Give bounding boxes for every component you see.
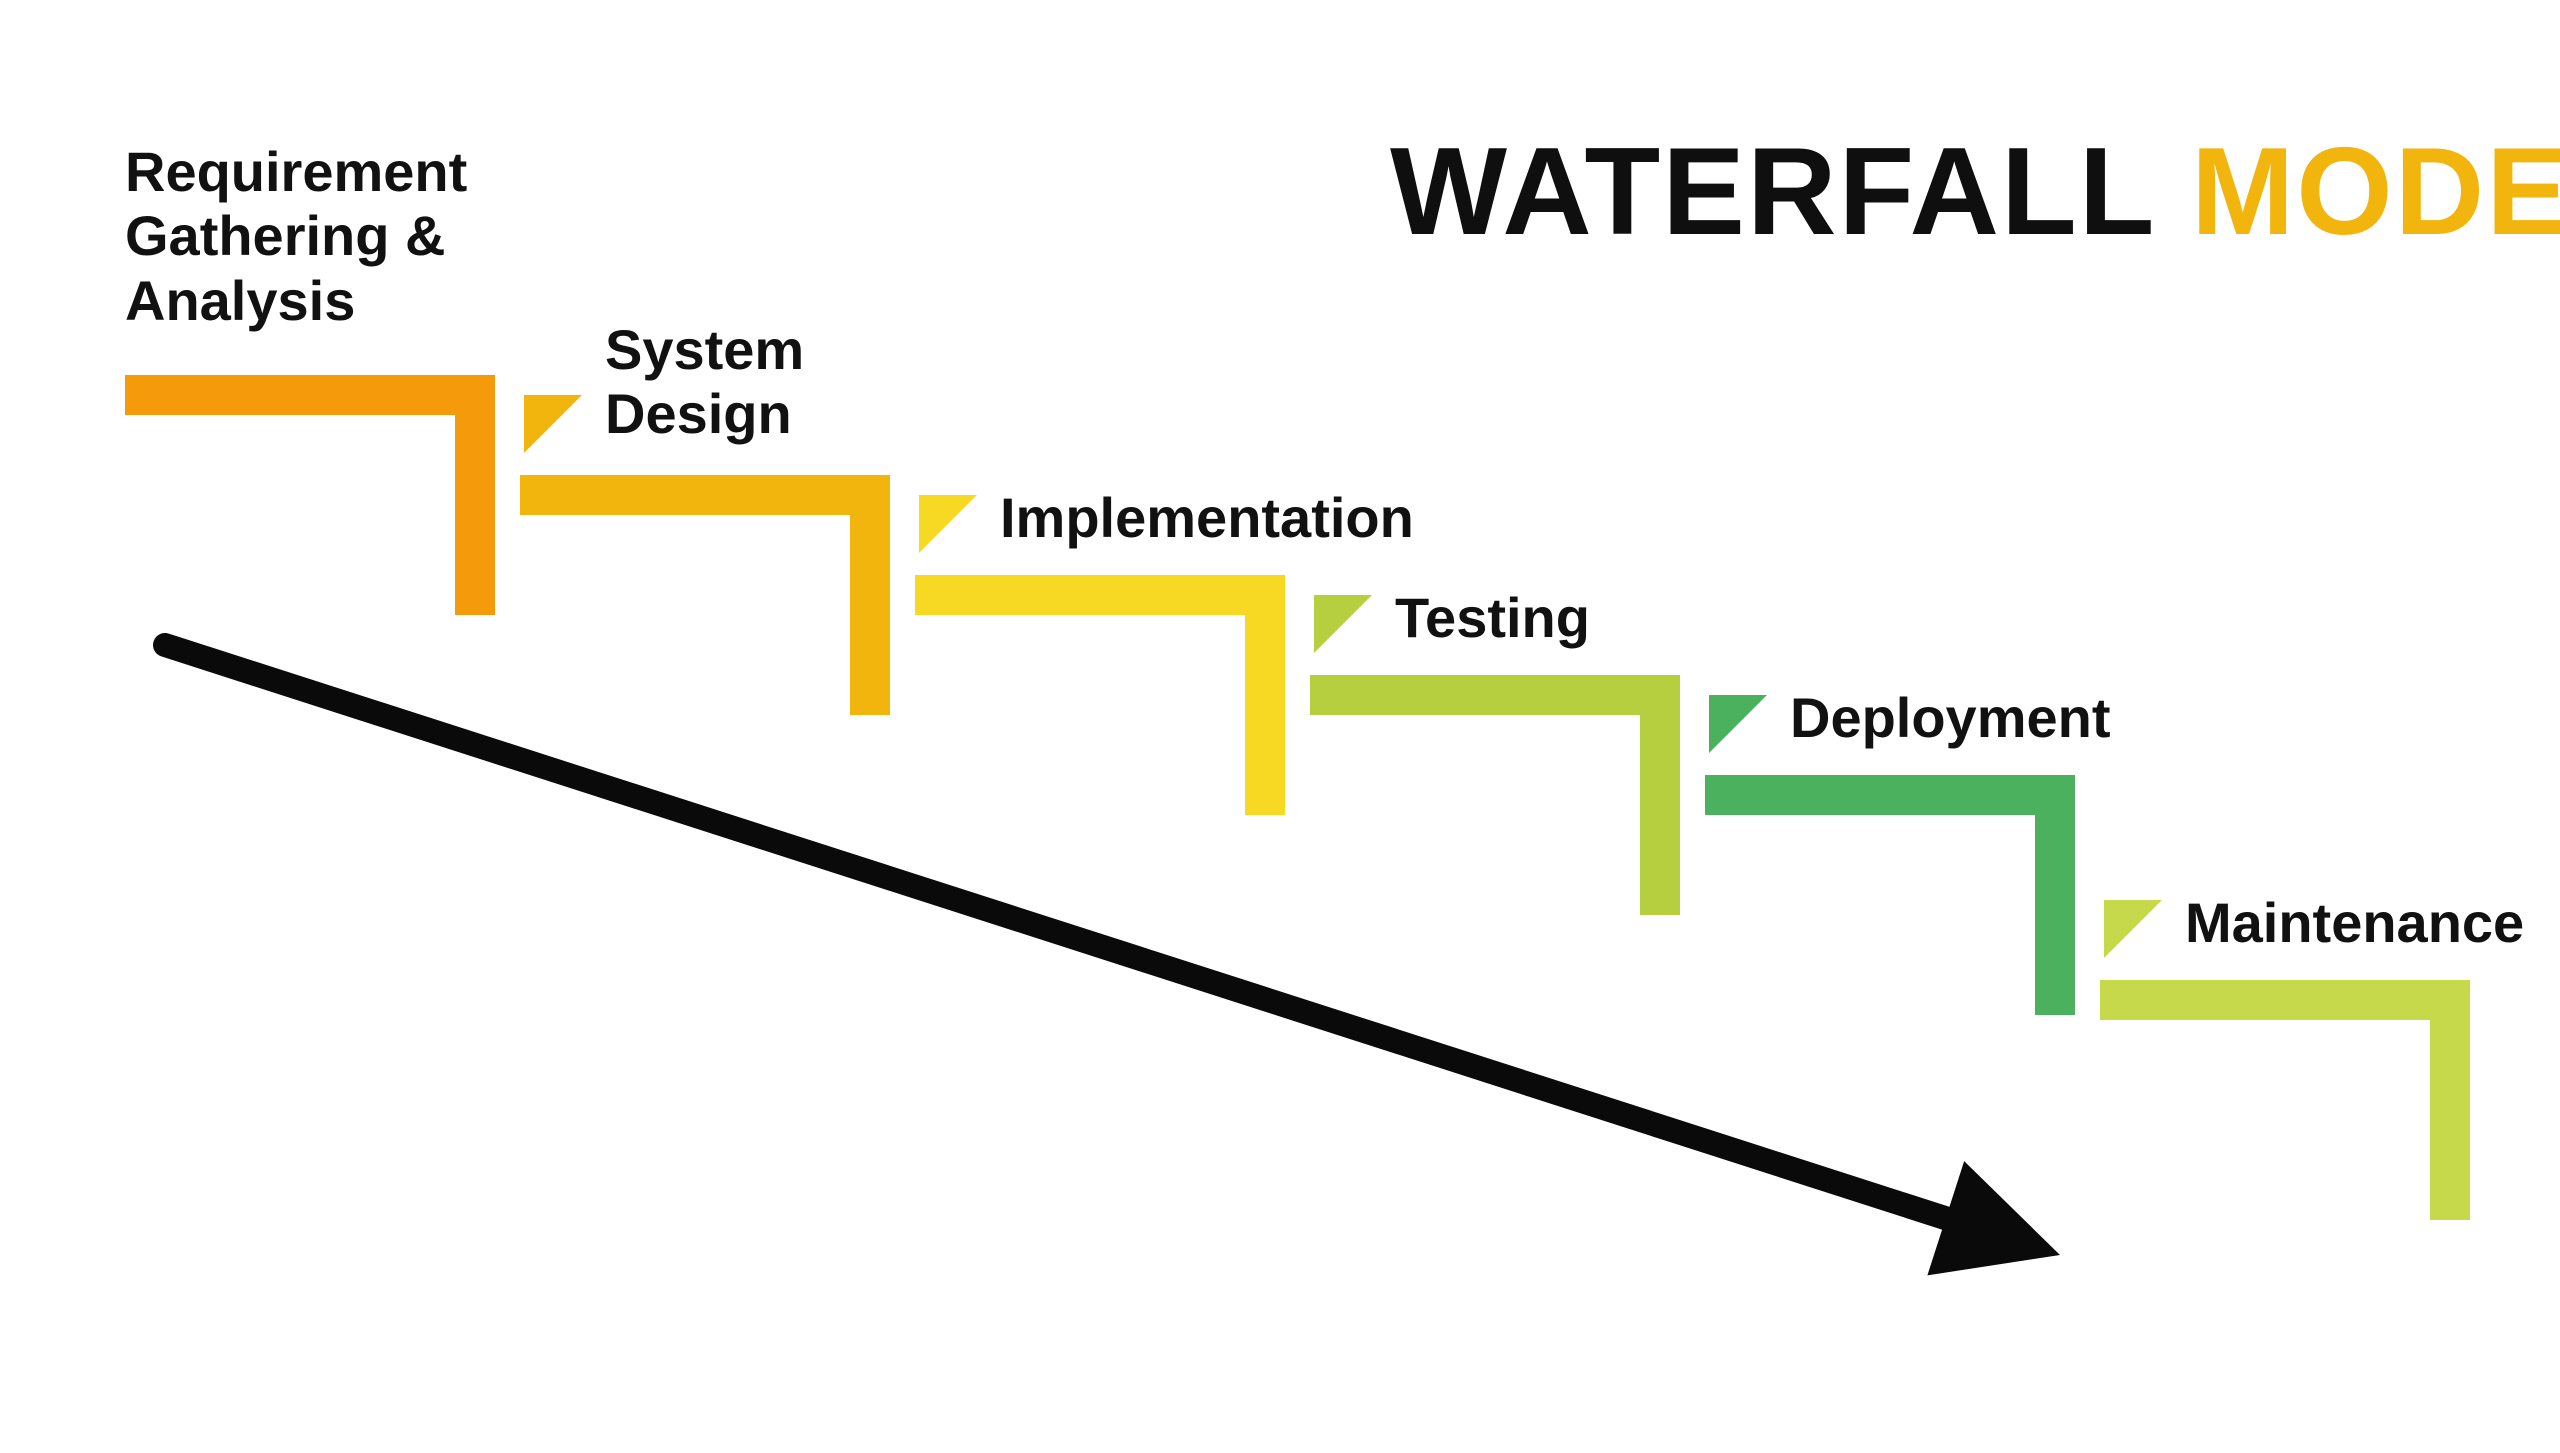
step-elbow-h-0 (125, 375, 495, 415)
step-elbow-h-3 (1310, 675, 1680, 715)
step-label-1: SystemDesign (605, 318, 804, 447)
step-label-0: RequirementGathering &Analysis (125, 140, 467, 333)
step-elbow-v-5 (2430, 980, 2470, 1220)
steps-layer: RequirementGathering &Analysis SystemDesi… (0, 0, 2560, 1453)
step-elbow-h-2 (915, 575, 1285, 615)
step-elbow-v-1 (850, 475, 890, 715)
step-elbow-h-5 (2100, 980, 2470, 1020)
step-elbow-v-3 (1640, 675, 1680, 915)
step-label-4: Deployment (1790, 686, 2111, 750)
step-triangle-3 (1314, 595, 1372, 653)
step-label-2: Implementation (1000, 486, 1414, 550)
step-triangle-1 (524, 395, 582, 453)
diagram-canvas: WATERFALL MODEL RequirementGathering &An… (0, 0, 2560, 1453)
step-triangle-5 (2104, 900, 2162, 958)
step-elbow-h-1 (520, 475, 890, 515)
step-triangle-2 (919, 495, 977, 553)
step-elbow-h-4 (1705, 775, 2075, 815)
step-triangle-4 (1709, 695, 1767, 753)
step-label-5: Maintenance (2185, 891, 2524, 955)
step-elbow-v-2 (1245, 575, 1285, 815)
step-elbow-v-0 (455, 375, 495, 615)
step-elbow-v-4 (2035, 775, 2075, 1015)
step-label-3: Testing (1395, 586, 1590, 650)
